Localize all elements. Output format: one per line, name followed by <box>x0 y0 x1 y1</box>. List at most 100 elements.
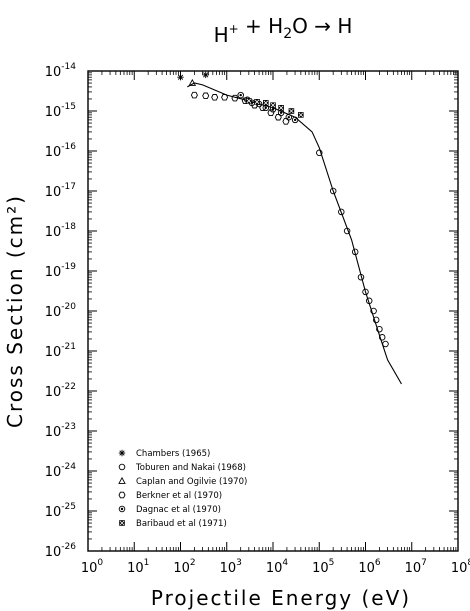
x-tick-base: 10 <box>266 561 283 576</box>
data-point <box>362 288 369 296</box>
y-tick-label: 10-19 <box>45 262 77 280</box>
data-point <box>221 94 229 101</box>
data-point <box>190 91 198 99</box>
y-tick-label: 10-25 <box>45 502 76 520</box>
data-point <box>254 99 260 105</box>
x-tick-base: 10 <box>451 561 468 576</box>
x-tick-exponent: 7 <box>421 558 427 568</box>
y-tick-exponent: -16 <box>61 142 76 152</box>
x-tick-exponent: 3 <box>236 558 242 568</box>
y-tick-label: 10-21 <box>45 342 76 360</box>
y-tick-base: 10 <box>45 505 62 520</box>
x-tick-exponent: 8 <box>467 558 470 568</box>
series-5 <box>246 98 304 118</box>
data-point <box>351 248 359 256</box>
y-tick-base: 10 <box>45 345 62 360</box>
y-tick-exponent: -20 <box>61 302 76 312</box>
x-tick-label: 101 <box>127 558 149 576</box>
series-4 <box>237 91 299 124</box>
title-part-3: O → H <box>292 14 352 38</box>
y-tick-base: 10 <box>45 185 62 200</box>
y-tick-label: 10-24 <box>45 462 77 480</box>
data-point <box>382 340 389 348</box>
plot-area: 10-1410-1510-1610-1710-1810-1910-2010-21… <box>45 62 470 576</box>
x-tick-base: 10 <box>173 561 190 576</box>
y-tick-exponent: -22 <box>61 382 76 392</box>
x-tick-exponent: 2 <box>190 558 196 568</box>
y-tick-label: 10-23 <box>45 422 76 440</box>
y-tick-label: 10-14 <box>45 62 77 80</box>
data-point <box>291 116 299 124</box>
data-point <box>370 307 377 315</box>
y-tick-exponent: -26 <box>61 542 76 552</box>
y-tick-base: 10 <box>45 65 62 80</box>
fit-curve <box>187 82 402 385</box>
data-point <box>298 112 304 118</box>
data-point <box>376 325 383 333</box>
data-point <box>278 105 284 111</box>
y-tick-exponent: -21 <box>61 342 76 352</box>
y-tick-base: 10 <box>45 545 62 560</box>
legend-label: Caplan and Ogilvie (1970) <box>136 477 247 487</box>
data-point <box>237 91 244 99</box>
x-tick-base: 10 <box>220 561 237 576</box>
data-point <box>329 187 337 195</box>
legend-marker <box>119 520 125 526</box>
data-point <box>343 227 351 235</box>
y-tick-exponent: -19 <box>61 262 76 272</box>
data-point <box>211 94 219 101</box>
data-point <box>263 100 269 106</box>
title-part-0: H <box>214 23 229 47</box>
y-tick-exponent: -14 <box>61 62 76 72</box>
legend-label: Chambers (1965) <box>136 449 210 459</box>
data-point <box>357 273 365 281</box>
y-tick-exponent: -17 <box>61 182 76 192</box>
data-point <box>202 92 210 100</box>
x-tick-exponent: 1 <box>144 558 150 568</box>
x-tick-label: 102 <box>173 558 195 576</box>
y-tick-label: 10-20 <box>45 302 77 320</box>
y-tick-base: 10 <box>45 225 62 240</box>
data-point <box>282 118 290 125</box>
x-tick-exponent: 4 <box>282 558 288 568</box>
plot-frame <box>87 70 459 552</box>
x-tick-exponent: 0 <box>97 558 103 568</box>
x-tick-base: 10 <box>312 561 329 576</box>
data-point <box>338 208 345 216</box>
data-point <box>285 113 293 121</box>
data-point <box>274 113 282 121</box>
title-part-2: 2 <box>283 26 292 42</box>
y-tick-base: 10 <box>45 425 62 440</box>
data-point <box>288 108 295 114</box>
legend-marker <box>118 491 126 499</box>
x-tick-label: 100 <box>81 558 104 576</box>
y-tick-label: 10-17 <box>45 182 76 200</box>
title-part-1: + H <box>239 14 284 38</box>
data-point <box>378 334 386 341</box>
y-tick-base: 10 <box>45 145 62 160</box>
y-tick-base: 10 <box>45 265 62 280</box>
y-tick-label: 10-15 <box>45 102 76 120</box>
data-point <box>231 94 239 102</box>
legend-marker <box>118 476 126 484</box>
title-sup: + <box>229 22 239 36</box>
y-tick-label: 10-16 <box>45 142 77 160</box>
x-tick-label: 107 <box>405 558 427 576</box>
x-axis-label: Projectile Energy (eV) <box>151 586 411 610</box>
legend-label: Toburen and Nakai (1968) <box>135 463 246 473</box>
y-tick-exponent: -15 <box>61 102 76 112</box>
legend-marker <box>118 463 126 471</box>
x-tick-label: 108 <box>451 558 470 576</box>
y-tick-base: 10 <box>45 305 62 320</box>
x-tick-label: 103 <box>220 558 242 576</box>
legend-marker <box>118 449 126 457</box>
x-tick-base: 10 <box>127 561 144 576</box>
chart-title: H+ + H2O → H <box>214 14 353 47</box>
data-point <box>316 149 323 157</box>
x-tick-base: 10 <box>358 561 375 576</box>
y-tick-exponent: -18 <box>61 222 76 232</box>
data-point <box>241 97 249 105</box>
x-tick-base: 10 <box>81 561 98 576</box>
y-tick-base: 10 <box>45 385 62 400</box>
